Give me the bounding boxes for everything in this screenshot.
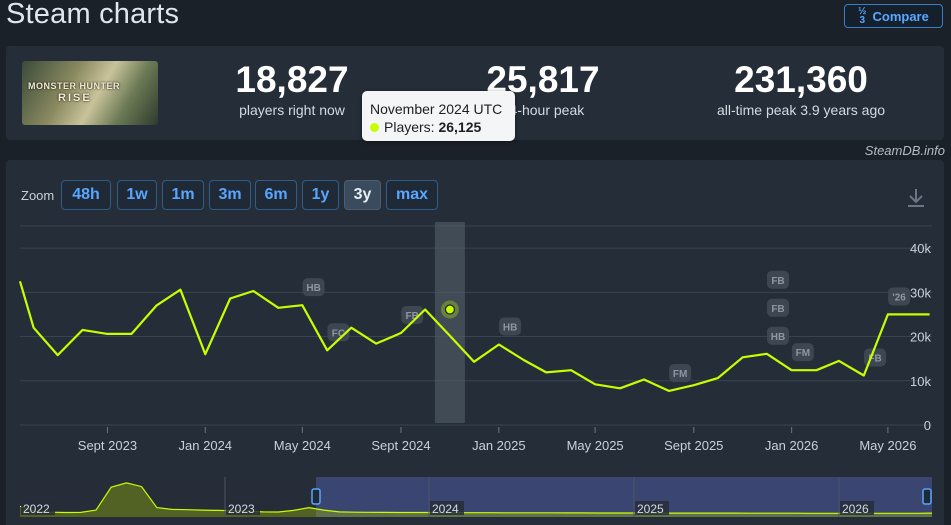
annotation-badge-label: FB xyxy=(771,304,784,315)
y-tick-label: 30k xyxy=(910,285,931,300)
steamdb-credit[interactable]: SteamDB.info xyxy=(864,143,945,158)
annotation-badge-label: HB xyxy=(306,283,320,294)
zoom-3y-button[interactable]: 3y xyxy=(344,180,381,210)
annotation-badge: HB xyxy=(766,326,789,345)
annotation-badge-bg xyxy=(766,298,789,317)
navigator-year-label-bg xyxy=(226,501,260,515)
x-tick-label: Sept 2024 xyxy=(371,438,430,453)
annotation-badge-bg xyxy=(669,363,692,382)
annotation-badge: FM xyxy=(791,343,814,362)
annotation-badge-label: FB xyxy=(406,311,419,322)
zoom-1w-button[interactable]: 1w xyxy=(117,180,157,210)
stat-label: all-time peak 3.9 years ago xyxy=(716,102,886,118)
annotation-badge-label: FM xyxy=(673,369,687,380)
tooltip-value: 26,125 xyxy=(438,119,482,135)
x-tick-label: May 2025 xyxy=(567,438,624,453)
annotation-badge: HB xyxy=(302,278,325,297)
annotation-badge-bg xyxy=(499,317,522,336)
hover-band xyxy=(434,222,465,423)
zoom-6m-button[interactable]: 6m xyxy=(255,180,297,210)
navigator-line xyxy=(19,482,933,514)
annotation-badge-bg xyxy=(401,306,424,325)
annotation-badge: FB xyxy=(401,306,424,325)
zoom-48h-button[interactable]: 48h xyxy=(61,180,111,210)
navigator-year-label-bg xyxy=(840,501,874,515)
y-tick-label: 20k xyxy=(910,330,931,345)
annotation-badge-label: HB xyxy=(771,332,785,343)
stat-value: 18,827 xyxy=(235,59,349,100)
x-tick-label: May 2024 xyxy=(274,438,331,453)
y-tick-label: 10k xyxy=(910,374,931,389)
annotation-badge: FM xyxy=(669,363,692,382)
series-line-players xyxy=(18,280,930,392)
y-tick-label: 40k xyxy=(910,241,931,256)
navigator-year-label: 2022 xyxy=(23,502,50,516)
cover-logo-line2: RISE xyxy=(58,92,92,104)
annotation-badge-label: HB xyxy=(503,323,517,334)
annotation-badge: HB xyxy=(499,317,522,336)
x-tick-label: Jan 2025 xyxy=(472,438,526,453)
navigator-handle[interactable] xyxy=(311,488,321,505)
page-title: Steam charts xyxy=(6,0,180,30)
compare-button-label: Compare xyxy=(872,8,929,24)
stat-label: players right now xyxy=(239,102,345,118)
navigator-year-label: 2025 xyxy=(637,502,664,516)
stat-all-time-peak: 231,360 all-time peak 3.9 years ago xyxy=(696,59,906,119)
navigator-year-label-bg xyxy=(21,501,55,515)
annotation-badge-label: '26 xyxy=(892,292,906,303)
tooltip-value-row: Players: 26,125 xyxy=(370,119,481,135)
series-color-dot xyxy=(370,123,379,132)
chart-tooltip: November 2024 UTC Players: 26,125 xyxy=(362,91,515,141)
annotation-badge-label: FM xyxy=(796,348,810,359)
zoom-max-button[interactable]: max xyxy=(386,180,438,210)
zoom-1m-button[interactable]: 1m xyxy=(162,180,204,210)
annotation-badge: FB xyxy=(766,270,789,289)
annotation-badge-label: FB xyxy=(868,353,881,364)
highlight-point xyxy=(444,304,456,315)
navigator-handle[interactable] xyxy=(922,488,932,505)
y-tick-label: 0 xyxy=(924,418,931,433)
navigator-year-label: 2026 xyxy=(842,502,869,516)
navigator-selection xyxy=(316,477,932,517)
tooltip-title: November 2024 UTC xyxy=(370,101,503,117)
annotation-badge-bg xyxy=(327,323,350,342)
annotation-badge-bg xyxy=(302,278,325,297)
stat-current-players: 18,827 players right now xyxy=(212,59,372,119)
stat-label: 24-hour peak xyxy=(501,102,585,118)
zoom-label: Zoom xyxy=(21,188,55,203)
zoom-3m-button[interactable]: 3m xyxy=(209,180,251,210)
annotation-badge-bg xyxy=(766,326,789,345)
navigator-year-label: 2024 xyxy=(432,502,459,516)
annotation-badge: FB xyxy=(766,298,789,317)
annotation-badge-bg xyxy=(888,287,911,306)
x-tick-label: Jan 2026 xyxy=(765,438,819,453)
annotation-badge-bg xyxy=(766,270,789,289)
annotation-badge-label: FB xyxy=(771,276,784,287)
navigator-year-label: 2023 xyxy=(228,502,255,516)
download-icon[interactable] xyxy=(906,187,926,209)
navigator-year-label-bg xyxy=(430,501,464,515)
annotation-badge: '26 xyxy=(888,287,911,306)
x-tick-label: Sept 2025 xyxy=(664,438,723,453)
zoom-1y-button[interactable]: 1y xyxy=(302,180,339,210)
stat-value: 231,360 xyxy=(734,59,868,100)
x-tick-label: Sept 2023 xyxy=(78,438,137,453)
annotation-badge: FC xyxy=(327,323,350,342)
x-tick-label: May 2026 xyxy=(859,438,916,453)
navigator-year-label-bg xyxy=(635,501,669,515)
annotation-badge-bg xyxy=(791,343,814,362)
annotation-badge-label: FC xyxy=(332,328,345,339)
game-cover-image[interactable]: MONSTER HUNTER RISE xyxy=(22,61,158,125)
tooltip-series-label: Players: xyxy=(384,119,435,135)
cover-logo-line1: MONSTER HUNTER xyxy=(28,81,120,91)
x-tick-label: Jan 2024 xyxy=(179,438,233,453)
